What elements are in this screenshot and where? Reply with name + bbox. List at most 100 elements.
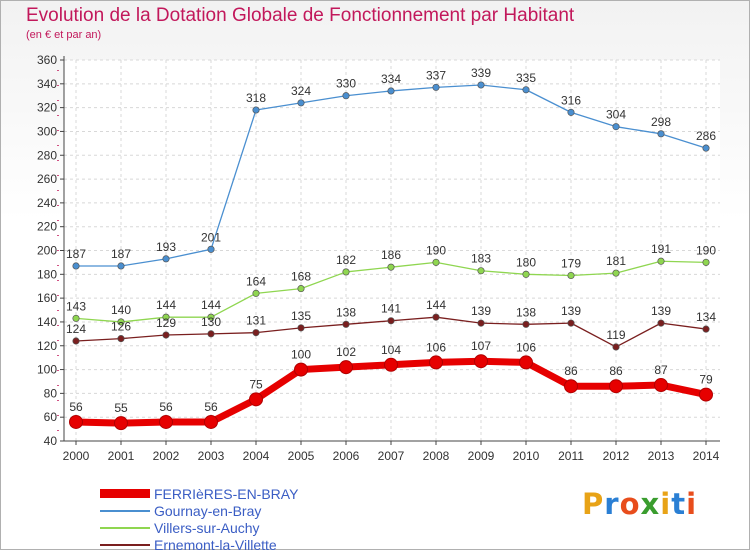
chart-subtitle: (en € et par an): [26, 29, 102, 41]
data-label: 334: [381, 72, 401, 86]
data-point: [69, 414, 83, 429]
data-label: 298: [651, 115, 671, 129]
y-tick-label: 40: [44, 434, 58, 448]
data-label: 339: [471, 66, 491, 80]
data-label: 126: [111, 320, 131, 334]
data-label: 138: [336, 305, 356, 319]
y-tick-label: 140: [37, 315, 57, 329]
data-label: 75: [249, 377, 263, 391]
data-point: [297, 285, 305, 293]
y-tick-label: 200: [37, 244, 57, 258]
data-point: [657, 130, 665, 138]
x-tick-label: 2002: [153, 449, 180, 463]
y-tick-label: 80: [44, 386, 58, 400]
data-point: [567, 319, 575, 327]
data-label: 337: [426, 68, 446, 82]
data-label: 316: [561, 93, 581, 107]
legend-label: Ernemont-la-Villette: [154, 536, 277, 553]
y-tick-label: 60: [44, 410, 58, 424]
data-point: [342, 92, 350, 100]
data-label: 138: [516, 305, 536, 319]
data-point: [432, 258, 440, 266]
data-point: [117, 262, 125, 270]
legend-swatch: [100, 526, 150, 529]
data-label: 144: [426, 298, 446, 312]
legend-label: Gournay-en-Bray: [154, 502, 262, 519]
x-tick-label: 2001: [108, 449, 135, 463]
data-label: 130: [201, 315, 221, 329]
data-point: [702, 325, 710, 333]
data-label: 179: [561, 257, 581, 271]
y-tick-label: 320: [37, 101, 57, 115]
data-label: 187: [111, 247, 131, 261]
data-point: [252, 106, 260, 114]
data-point: [294, 362, 308, 377]
data-label: 183: [471, 252, 491, 266]
data-label: 190: [696, 243, 716, 257]
data-point: [702, 258, 710, 266]
x-tick-label: 2010: [513, 449, 540, 463]
data-label: 119: [606, 328, 625, 342]
x-tick-label: 2014: [693, 449, 720, 463]
data-label: 86: [609, 364, 623, 378]
x-tick-label: 2008: [423, 449, 450, 463]
x-tick-label: 2000: [63, 449, 90, 463]
data-point: [474, 354, 488, 369]
data-point: [522, 86, 530, 94]
data-point: [72, 262, 80, 270]
data-label: 139: [471, 304, 491, 318]
legend-swatch: [100, 489, 150, 498]
y-tick-label: 100: [37, 363, 57, 377]
data-label: 56: [159, 400, 173, 414]
x-tick-label: 2007: [378, 449, 405, 463]
data-point: [519, 355, 533, 370]
legend-label: FERRIèRES-EN-BRAY: [154, 485, 299, 502]
data-label: 318: [246, 91, 266, 105]
x-tick-label: 2004: [243, 449, 270, 463]
chart-legend: FERRIèRES-EN-BRAY Gournay-en-Bray Villers-…: [100, 485, 298, 553]
data-point: [477, 319, 485, 327]
x-tick-label: 2011: [558, 449, 584, 463]
data-label: 134: [696, 310, 716, 324]
data-point: [72, 314, 80, 322]
data-point: [432, 313, 440, 321]
data-point: [657, 257, 665, 265]
data-label: 335: [516, 71, 536, 85]
legend-item: Gournay-en-Bray: [100, 502, 298, 519]
data-label: 144: [156, 298, 176, 312]
data-point: [162, 313, 170, 321]
data-label: 168: [291, 270, 311, 284]
data-point: [657, 319, 665, 327]
data-point: [117, 318, 125, 326]
data-label: 164: [246, 274, 266, 288]
data-point: [252, 289, 260, 297]
data-point: [522, 270, 530, 278]
data-point: [477, 267, 485, 275]
data-point: [162, 331, 170, 339]
data-point: [249, 392, 263, 407]
data-label: 141: [381, 302, 401, 316]
data-point: [117, 335, 125, 343]
data-point: [387, 87, 395, 95]
data-point: [342, 320, 350, 328]
x-tick-label: 2012: [603, 449, 630, 463]
data-label: 79: [699, 373, 713, 387]
data-point: [564, 379, 578, 394]
y-tick-label: 340: [37, 77, 57, 91]
x-tick-label: 2013: [648, 449, 675, 463]
data-point: [522, 320, 530, 328]
y-tick-label: 360: [37, 53, 57, 67]
data-point: [612, 269, 620, 277]
data-label: 86: [564, 364, 578, 378]
chart-title: Evolution de la Dotation Globale de Fonc…: [26, 5, 575, 26]
legend-swatch: [100, 509, 150, 512]
y-tick-label: 220: [37, 220, 57, 234]
data-label: 201: [201, 230, 221, 244]
legend-label: Villers-sur-Auchy: [154, 519, 260, 536]
data-point: [207, 330, 215, 338]
data-label: 191: [651, 242, 671, 256]
data-label: 139: [651, 304, 671, 318]
data-label: 190: [426, 243, 446, 257]
data-label: 56: [69, 400, 83, 414]
data-point: [612, 123, 620, 131]
